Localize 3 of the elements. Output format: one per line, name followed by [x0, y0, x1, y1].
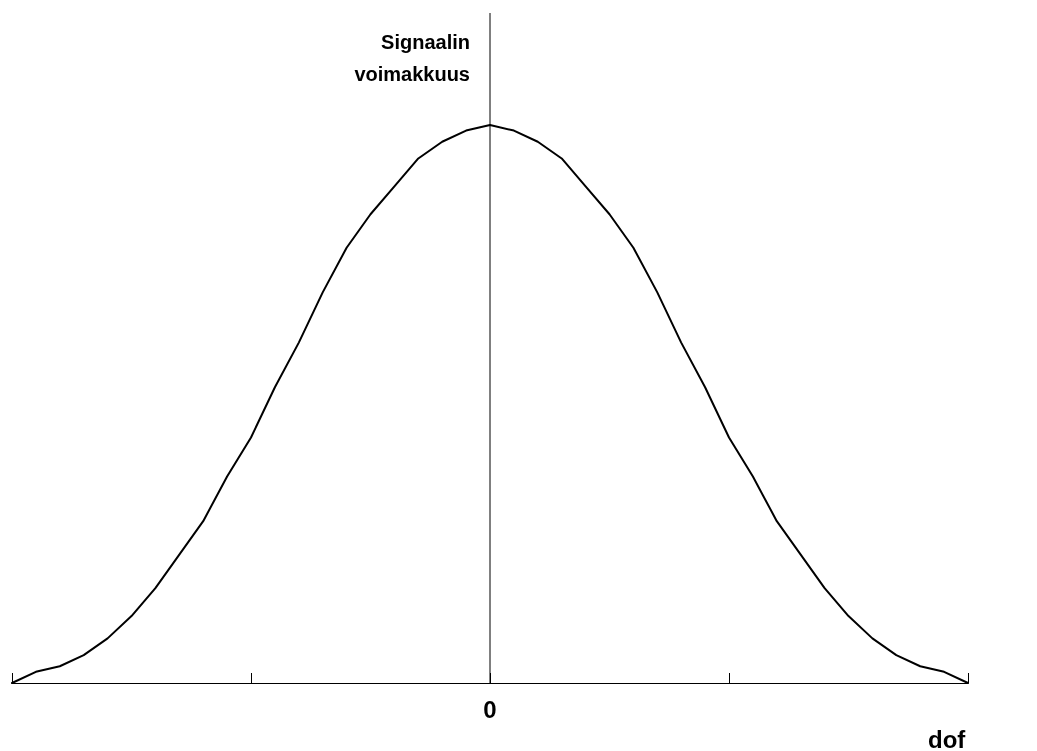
text: 0 [483, 695, 497, 723]
x-axis-title: dof [928, 725, 967, 751]
y-axis-title: Signaalin voimakkuus [354, 31, 470, 85]
